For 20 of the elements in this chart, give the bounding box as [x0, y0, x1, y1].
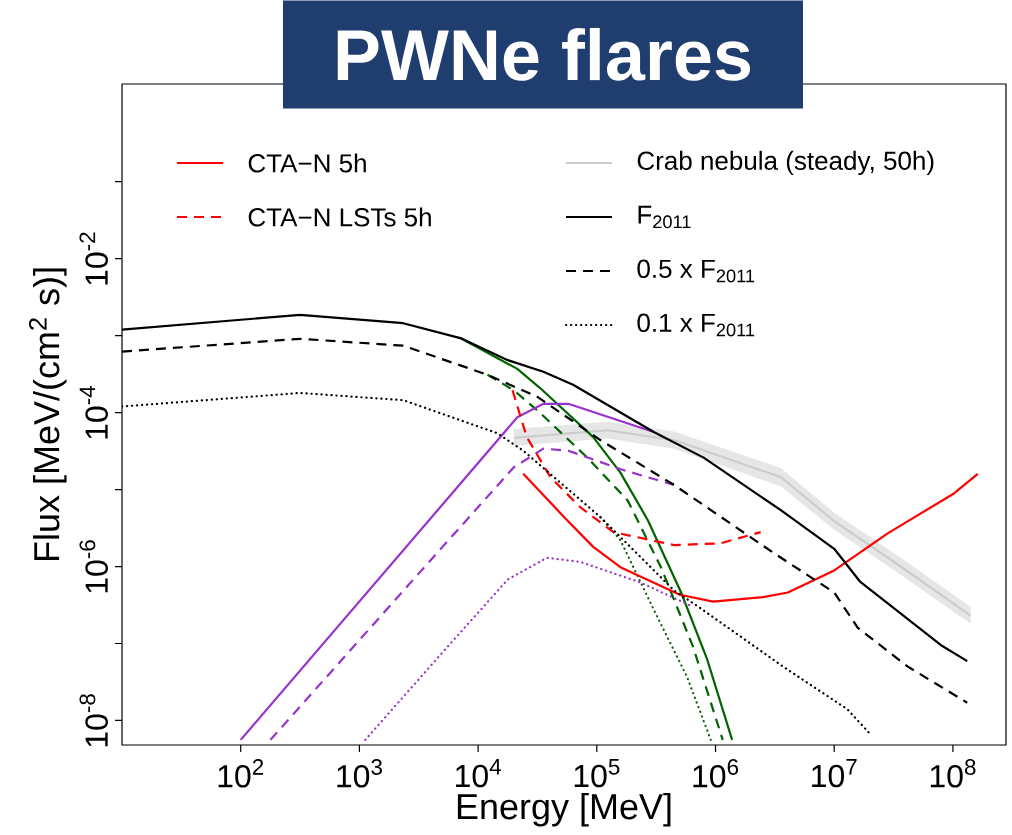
- x-tick-label: 10$^{2}$: [218, 759, 264, 788]
- y-tick-label: 10$^{-8}$: [79, 694, 108, 747]
- x-tick-label: 10$^{5}$: [574, 759, 620, 788]
- legend-label: CTA−N 5h: [248, 153, 366, 173]
- y-tick-label: 10$^{-2}$: [79, 232, 108, 285]
- x-axis-title: Energy [MeV]: [457, 792, 671, 827]
- x-tick-label: 10$^{4}$: [456, 759, 501, 788]
- x-tick-label: 10$^{3}$: [337, 759, 382, 788]
- legend-label: 0.5 x F$_{2011}$: [637, 259, 755, 283]
- y-tick-label: 10$^{-4}$: [79, 386, 108, 439]
- x-tick-label: 10$^{8}$: [930, 759, 976, 788]
- y-tick-label: 10$^{-6}$: [79, 540, 108, 593]
- legend-label: Crab nebula (steady, 50h): [637, 150, 934, 176]
- y-axis-title: Flux [MeV/(cm$^{2}$ s)]: [28, 268, 67, 561]
- chart-title: PWNe flares: [337, 27, 751, 81]
- x-tick-label: 10$^{7}$: [812, 759, 857, 788]
- x-tick-label: 10$^{6}$: [693, 759, 739, 788]
- legend-label: F$_{2011}$: [638, 205, 691, 229]
- legend-label: CTA−N LSTs 5h: [248, 207, 431, 227]
- legend-label: 0.1 x F$_{2011}$: [637, 313, 755, 337]
